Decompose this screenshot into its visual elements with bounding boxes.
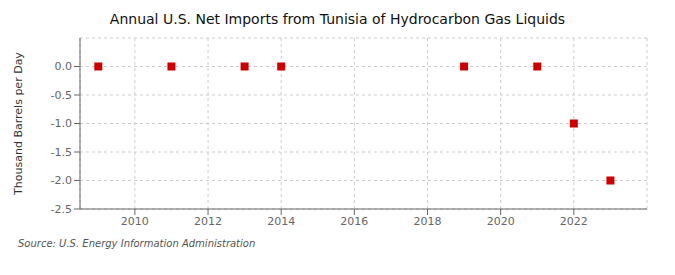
- svg-text:-2.5: -2.5: [51, 203, 72, 216]
- html-text:Source: U.S. Energy Informatio: Source: U.S. Energy Information Administ…: [18, 238, 256, 249]
- svg-text:-0.5: -0.5: [51, 89, 72, 102]
- svg-text:-1.5: -1.5: [51, 146, 72, 159]
- svg-text:2014: 2014: [267, 215, 295, 228]
- svg-text:-2.0: -2.0: [51, 174, 72, 187]
- html-text:Annual U.S. Net Imports from T: Annual U.S. Net Imports from Tunisia of …: [109, 11, 566, 27]
- svg-text:Thousand Barrels per Day: Thousand Barrels per Day: [12, 52, 25, 196]
- svg-text:-1.0: -1.0: [51, 117, 72, 130]
- svg-text:0.0: 0.0: [55, 60, 73, 73]
- svg-text:2016: 2016: [340, 215, 368, 228]
- svg-text:2018: 2018: [414, 215, 442, 228]
- svg-text:2012: 2012: [194, 215, 222, 228]
- svg-text:2010: 2010: [121, 215, 149, 228]
- svg-text:2022: 2022: [560, 215, 588, 228]
- svg-text:2020: 2020: [487, 215, 515, 228]
